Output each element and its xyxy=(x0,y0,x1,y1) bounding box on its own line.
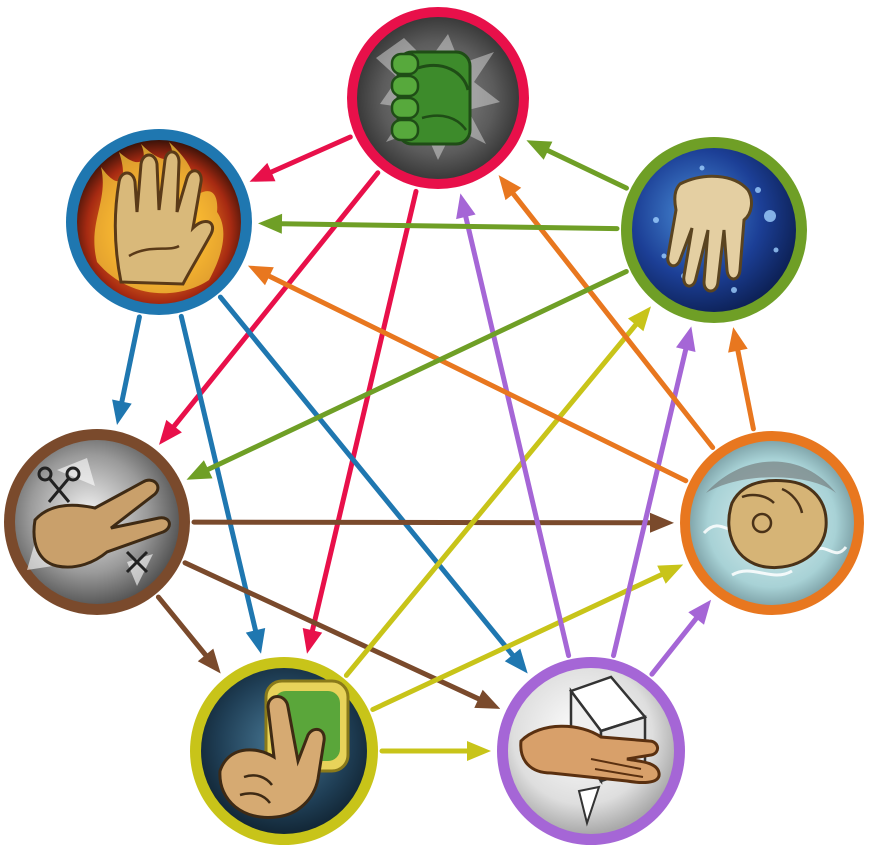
arrow-head xyxy=(112,399,132,425)
arrow-head xyxy=(688,599,712,625)
arrow-shaft xyxy=(171,170,381,429)
arrow-head xyxy=(657,564,684,584)
arrow-air-to-fire xyxy=(247,265,689,484)
arrow-head xyxy=(456,193,476,220)
arrow-head xyxy=(197,648,221,674)
green-fist-icon xyxy=(390,50,472,146)
arrow-head xyxy=(504,648,528,674)
arrow-head xyxy=(245,628,266,654)
arrow-head xyxy=(728,327,748,353)
arrow-shaft xyxy=(735,348,756,432)
dripping-hand-water-icon xyxy=(666,174,753,293)
water-node[interactable] xyxy=(621,137,807,323)
arrow-shaft xyxy=(510,191,716,450)
arrow-rock-to-sponge xyxy=(302,188,419,654)
arrow-rock-to-fire xyxy=(249,134,353,182)
arrow-scissors-to-paper xyxy=(182,560,501,709)
arrow-scissors-to-air xyxy=(191,512,674,533)
scissors-node[interactable] xyxy=(4,429,190,615)
arrow-head xyxy=(302,628,323,654)
arrow-water-to-fire xyxy=(258,213,620,234)
arrow-shaft xyxy=(205,269,629,472)
arrow-shaft xyxy=(178,313,258,633)
arrow-head xyxy=(498,175,522,201)
arrow-head xyxy=(247,265,274,286)
arrow-head xyxy=(467,741,491,761)
arrow-paper-to-air xyxy=(649,599,712,677)
arrow-head xyxy=(249,162,276,182)
arrow-shaft xyxy=(268,134,353,175)
arrow-rock-to-scissors xyxy=(159,170,381,445)
arrow-water-to-scissors xyxy=(186,269,629,480)
arrow-shaft xyxy=(343,322,639,678)
arrow-shaft xyxy=(217,294,516,658)
scissors-hand-icon xyxy=(32,466,171,574)
flat-hand-paper-icon xyxy=(519,724,661,785)
arrow-shaft xyxy=(155,594,209,658)
pointing-hand-sponge-icon xyxy=(218,695,326,819)
arrow-shaft xyxy=(191,519,653,526)
node-layer xyxy=(4,7,864,845)
arrow-water-to-rock xyxy=(526,140,629,191)
arrow-shaft xyxy=(266,273,689,484)
rock-node[interactable] xyxy=(347,7,529,189)
air-node[interactable] xyxy=(680,431,864,615)
arrow-shaft xyxy=(545,148,629,191)
fire-node[interactable] xyxy=(66,129,252,315)
arrow-sponge-to-water xyxy=(343,306,651,678)
arrow-shaft xyxy=(182,560,481,702)
arrow-head xyxy=(650,512,674,533)
arrow-shaft xyxy=(119,314,142,404)
arrow-head xyxy=(258,213,283,234)
arrow-fire-to-sponge xyxy=(178,313,266,654)
arrow-air-to-water xyxy=(728,327,756,432)
arrow-head xyxy=(159,419,182,445)
arrow-shaft xyxy=(370,572,664,712)
arrow-layer xyxy=(112,134,756,761)
arrow-shaft xyxy=(463,214,572,659)
arrow-head xyxy=(676,326,696,352)
arrow-fire-to-scissors xyxy=(112,314,142,425)
arrow-head xyxy=(628,306,651,332)
arrow-head xyxy=(526,140,553,160)
arrow-sponge-to-air xyxy=(370,564,684,712)
flaming-open-hand-icon xyxy=(113,150,214,286)
arrow-air-to-rock xyxy=(498,175,716,450)
arrow-shaft xyxy=(649,616,699,677)
arrow-sponge-to-paper xyxy=(379,741,491,761)
arrow-head xyxy=(474,689,501,709)
arrow-shaft xyxy=(279,221,620,232)
arrow-head xyxy=(186,460,213,480)
arrow-paper-to-rock xyxy=(456,193,572,659)
arrow-scissors-to-sponge xyxy=(155,594,221,674)
arrow-fire-to-paper xyxy=(217,294,528,674)
sponge-node[interactable] xyxy=(190,657,378,845)
fist-wind-icon xyxy=(727,479,828,570)
paper-node[interactable] xyxy=(497,657,685,845)
arrow-shaft xyxy=(310,188,419,633)
